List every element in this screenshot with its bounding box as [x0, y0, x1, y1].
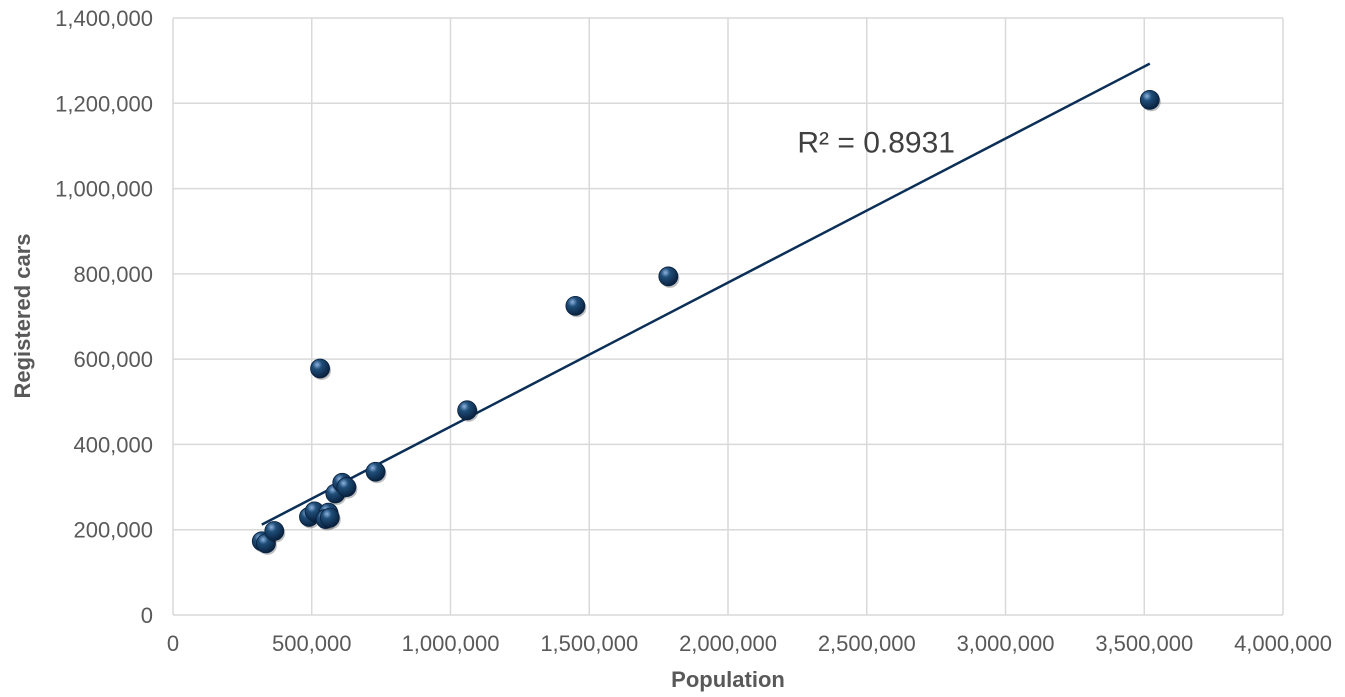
x-tick-label: 3,000,000: [957, 631, 1055, 656]
y-tick-labels: 0 200,000 400,000 600,000 800,000 1,000,000 1,…: [55, 6, 153, 628]
data-point: [457, 400, 479, 422]
y-tick-label: 1,200,000: [55, 91, 153, 116]
y-tick-label: 0: [141, 603, 153, 628]
data-point: [1139, 89, 1161, 112]
data-point: [336, 477, 358, 499]
y-axis-title: Registered cars: [10, 233, 35, 398]
y-tick-label: 600,000: [73, 347, 153, 372]
data-point-marker: [319, 507, 340, 528]
data-point: [365, 461, 387, 484]
x-tick-label: 1,500,000: [540, 631, 638, 656]
data-point: [319, 507, 341, 530]
data-point: [658, 266, 680, 288]
x-tick-labels: 0 500,000 1,000,000 1,500,000 2,000,000 2,500…: [167, 631, 1332, 656]
data-point-marker: [457, 400, 478, 421]
x-tick-label: 3,500,000: [1095, 631, 1193, 656]
data-point-marker: [565, 295, 586, 316]
trendline: [261, 62, 1151, 526]
y-tick-label: 400,000: [73, 432, 153, 457]
x-tick-label: 2,500,000: [818, 631, 916, 656]
data-point-marker: [658, 266, 679, 287]
r-squared-label: R² = 0.8931: [797, 127, 955, 160]
x-tick-label: 0: [167, 631, 179, 656]
y-tick-label: 1,400,000: [55, 6, 153, 31]
y-tick-label: 200,000: [73, 518, 153, 543]
grid: [172, 17, 1284, 616]
data-point: [264, 521, 286, 543]
data-points: [251, 89, 1161, 555]
data-point: [310, 358, 332, 381]
x-tick-label: 500,000: [272, 631, 352, 656]
data-point: [565, 295, 587, 318]
data-point-marker: [1139, 89, 1160, 110]
x-tick-label: 1,000,000: [402, 631, 500, 656]
data-point-marker: [336, 477, 357, 497]
data-point-marker: [310, 358, 330, 379]
x-axis-title: Population: [671, 667, 785, 692]
data-point-marker: [365, 461, 386, 482]
x-tick-label: 2,000,000: [679, 631, 777, 656]
x-tick-label: 4,000,000: [1234, 631, 1332, 656]
data-point-marker: [264, 521, 285, 541]
y-tick-label: 1,000,000: [55, 177, 153, 202]
y-tick-label: 800,000: [73, 262, 153, 287]
annotations: R² = 0.8931: [797, 127, 955, 160]
